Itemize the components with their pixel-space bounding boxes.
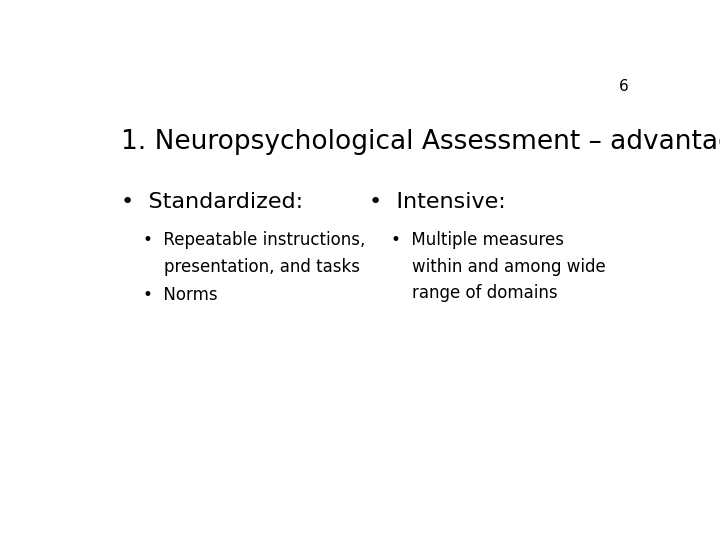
Text: •  Repeatable instructions,
    presentation, and tasks: • Repeatable instructions, presentation,… bbox=[143, 231, 365, 275]
Text: •  Standardized:: • Standardized: bbox=[121, 192, 303, 212]
Text: •  Multiple measures
    within and among wide
    range of domains: • Multiple measures within and among wid… bbox=[392, 231, 606, 302]
Text: •  Norms: • Norms bbox=[143, 286, 217, 304]
Text: 6: 6 bbox=[618, 79, 629, 94]
Text: 1. Neuropsychological Assessment – advantages: 1. Neuropsychological Assessment – advan… bbox=[121, 129, 720, 155]
Text: •  Intensive:: • Intensive: bbox=[369, 192, 505, 212]
